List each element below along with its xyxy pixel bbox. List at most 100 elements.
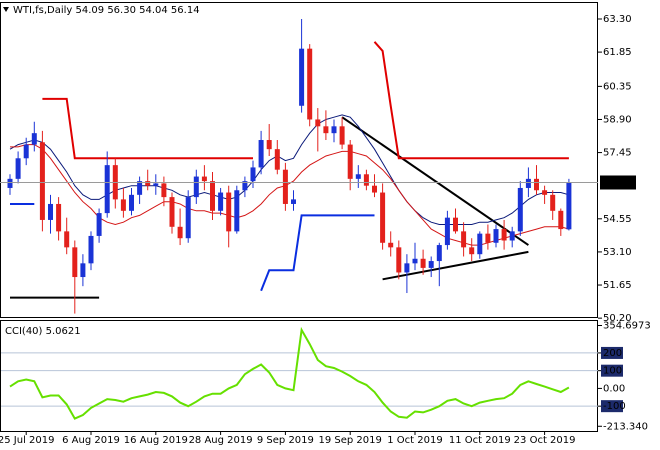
candle-body bbox=[48, 203, 53, 220]
chart-title: WTI,fs,Daily 54.09 56.30 54.04 56.14 bbox=[13, 5, 200, 16]
x-tick-label: 16 Aug 2019 bbox=[124, 435, 188, 446]
y-tick-box bbox=[601, 364, 623, 377]
candle-body bbox=[137, 181, 143, 195]
candle-body bbox=[566, 182, 572, 230]
x-tick-label: 6 Aug 2019 bbox=[62, 435, 120, 446]
y-tick-label: 51.65 bbox=[603, 280, 632, 291]
y-tick-label: 57.45 bbox=[603, 148, 632, 159]
candle-body bbox=[380, 192, 386, 243]
x-tick-label: 1 Oct 2019 bbox=[387, 435, 442, 446]
x-tick-label: 23 Oct 2019 bbox=[514, 435, 576, 446]
candle-body bbox=[542, 190, 548, 195]
candle-body bbox=[56, 203, 62, 232]
candle-body bbox=[23, 144, 29, 159]
y-tick-box bbox=[601, 346, 623, 359]
candle-body bbox=[347, 144, 353, 179]
y-tick-label: 53.10 bbox=[603, 247, 632, 258]
candle-body bbox=[558, 210, 564, 230]
candle-body bbox=[331, 126, 337, 134]
candle-body bbox=[388, 242, 394, 248]
cci-line bbox=[9, 326, 570, 420]
candle-body bbox=[396, 247, 402, 273]
candle-body bbox=[169, 197, 175, 227]
candle-body bbox=[315, 119, 321, 127]
symbol-menu-icon[interactable] bbox=[3, 7, 9, 12]
candle-body bbox=[444, 217, 450, 246]
candle-body bbox=[299, 48, 305, 106]
candle-body bbox=[477, 233, 483, 255]
candle-body bbox=[525, 178, 531, 188]
y-tick-label: 58.90 bbox=[603, 114, 632, 125]
x-tick-label: 9 Sep 2019 bbox=[257, 435, 314, 446]
candle-body bbox=[177, 226, 183, 239]
candle-body bbox=[7, 178, 13, 188]
candle-body bbox=[153, 183, 159, 186]
trendline bbox=[341, 116, 529, 246]
candle-body bbox=[88, 235, 94, 264]
y-tick-label: 61.85 bbox=[603, 47, 632, 58]
candle-body bbox=[129, 194, 134, 211]
y-tick-label: 200 bbox=[603, 348, 622, 359]
x-tick-label: 28 Aug 2019 bbox=[189, 435, 253, 446]
candle-body bbox=[363, 174, 369, 186]
y-tick-label: 60.35 bbox=[603, 81, 632, 92]
y-tick-label: 54.55 bbox=[603, 214, 632, 225]
y-tick-label: -100 bbox=[603, 401, 626, 412]
candle-body bbox=[96, 213, 102, 236]
candle-body bbox=[39, 142, 45, 220]
candle-body bbox=[291, 199, 296, 204]
indicator-line bbox=[42, 97, 253, 160]
candle-body bbox=[493, 229, 499, 243]
candle-body bbox=[266, 140, 272, 150]
indicator-panel bbox=[0, 320, 598, 432]
indicator-title: CCI(40) 5.0621 bbox=[5, 326, 81, 337]
y-tick-label: 63.30 bbox=[603, 14, 632, 25]
candle-body bbox=[412, 258, 418, 264]
candle-body bbox=[436, 245, 442, 262]
candle-body bbox=[15, 158, 21, 179]
candle-body bbox=[201, 176, 207, 182]
candle-body bbox=[210, 181, 215, 211]
candle-body bbox=[550, 194, 556, 211]
candle-body bbox=[485, 233, 491, 243]
candle-body bbox=[250, 167, 256, 182]
y-tick-box bbox=[601, 400, 623, 413]
x-tick-label: 19 Sep 2019 bbox=[319, 435, 382, 446]
y-tick-label: 354.6973 bbox=[603, 320, 651, 331]
indicator-line bbox=[9, 114, 570, 225]
indicator-line bbox=[260, 214, 375, 292]
candle-body bbox=[218, 192, 224, 211]
candle-body bbox=[104, 165, 110, 214]
candle-body bbox=[80, 263, 86, 278]
last-price-label: 56.14 bbox=[603, 177, 632, 188]
candle-body bbox=[428, 261, 434, 268]
candle-body bbox=[120, 199, 126, 211]
candle-body bbox=[145, 181, 151, 186]
candle-body bbox=[282, 169, 288, 204]
candle-body bbox=[501, 229, 507, 241]
candle-body bbox=[64, 231, 70, 248]
candle-body bbox=[185, 197, 191, 239]
candle-body bbox=[234, 190, 240, 232]
candle-body bbox=[193, 176, 199, 198]
price-panel bbox=[0, 2, 598, 318]
candle-body bbox=[274, 149, 280, 170]
candle-body bbox=[226, 192, 232, 232]
x-tick-label: 11 Oct 2019 bbox=[449, 435, 511, 446]
candle-body bbox=[461, 231, 467, 248]
indicator-line bbox=[373, 41, 569, 160]
candle-body bbox=[258, 140, 264, 168]
candle-body bbox=[420, 258, 426, 268]
candle-body bbox=[242, 181, 248, 191]
candle-body bbox=[31, 133, 37, 145]
y-tick-label: 0.00 bbox=[603, 383, 625, 394]
y-tick-label: 50.20 bbox=[603, 313, 632, 324]
candle-body bbox=[72, 247, 78, 278]
candle-body bbox=[534, 178, 539, 191]
candle-body bbox=[404, 263, 410, 273]
candle-body bbox=[372, 185, 377, 193]
indicator-line bbox=[10, 144, 570, 246]
candle-body bbox=[323, 126, 329, 134]
